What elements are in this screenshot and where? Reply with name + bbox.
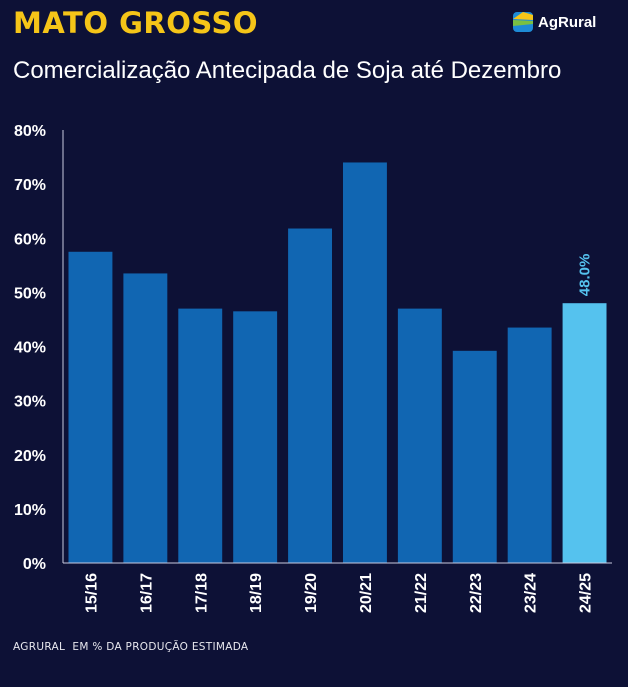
bar-21-22	[397, 308, 442, 563]
page-title: MATO GROSSO	[13, 6, 258, 40]
y-tick-label: 50%	[14, 285, 46, 302]
y-tick-label: 20%	[14, 448, 46, 465]
y-tick-label: 40%	[14, 340, 46, 357]
y-tick-label: 0%	[23, 556, 46, 573]
x-tick-label: 17/18	[193, 573, 210, 613]
y-tick-label: 60%	[14, 231, 46, 248]
y-tick-label: 80%	[14, 123, 46, 140]
bar-17-18	[178, 308, 223, 563]
bar-19-20	[288, 228, 333, 563]
footer-note: AGRURAL EM % DA PRODUÇÃO ESTIMADA	[13, 641, 249, 653]
x-tick-label: 16/17	[138, 573, 155, 613]
brand-name: AgRural	[538, 13, 597, 31]
x-tick-label: 23/24	[523, 573, 540, 613]
bar-23-24	[507, 327, 552, 563]
x-tick-label: 20/21	[358, 573, 375, 613]
y-tick-label: 10%	[14, 502, 46, 519]
bar-22-23	[452, 350, 497, 563]
y-tick-label: 30%	[14, 394, 46, 411]
agrural-logo-icon	[513, 12, 533, 32]
x-tick-label: 24/25	[578, 573, 595, 613]
data-label: 48.0%	[577, 254, 594, 297]
x-tick-label: 18/19	[248, 573, 265, 613]
bar-18-19	[233, 311, 278, 563]
bar-24-25	[562, 303, 607, 563]
y-tick-label: 70%	[14, 177, 46, 194]
x-tick-label: 15/16	[83, 573, 100, 613]
bar-16-17	[123, 273, 168, 563]
x-tick-label: 21/22	[413, 573, 430, 613]
bar-15-16	[68, 251, 113, 563]
x-tick-label: 19/20	[303, 573, 320, 613]
chart-subtitle: Comercialização Antecipada de Soja até D…	[13, 57, 562, 84]
x-tick-label: 22/23	[468, 573, 485, 613]
bar-20-21	[342, 162, 387, 563]
brand-logo: AgRural	[512, 10, 596, 34]
